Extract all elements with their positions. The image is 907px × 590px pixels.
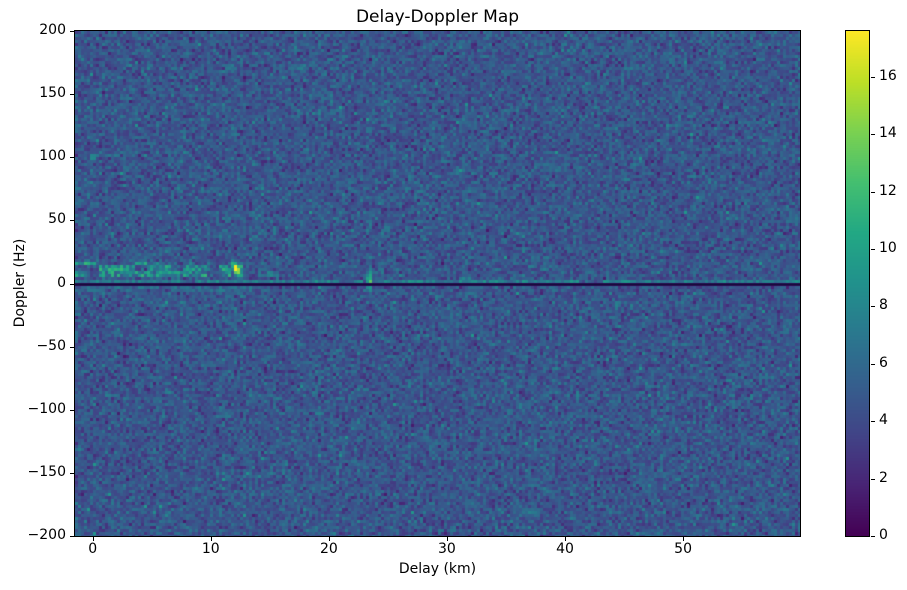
colorbar-tick-mark — [871, 134, 875, 136]
colorbar-tick-label: 12 — [879, 182, 897, 199]
colorbar-tick-label: 14 — [879, 125, 897, 142]
y-tick-mark — [70, 157, 74, 159]
colorbar-tick-mark — [871, 421, 875, 423]
colorbar-tick-mark — [871, 249, 875, 251]
x-tick-label: 40 — [556, 541, 574, 557]
x-axis-label: Delay (km) — [398, 561, 477, 577]
colorbar — [845, 30, 870, 537]
y-tick-mark — [70, 409, 74, 411]
y-tick-label: 100 — [39, 148, 66, 165]
colorbar-tick-mark — [871, 306, 875, 308]
colorbar-canvas — [846, 31, 869, 536]
colorbar-tick-label: 4 — [879, 412, 888, 429]
y-tick-label: −150 — [27, 463, 66, 480]
colorbar-tick-mark — [871, 536, 875, 537]
colorbar-tick-label: 10 — [879, 240, 897, 257]
y-tick-mark — [70, 536, 74, 537]
colorbar-tick-mark — [871, 363, 875, 365]
y-tick-label: 200 — [39, 22, 66, 38]
x-tick-label: 30 — [438, 541, 456, 557]
x-tick-mark — [92, 537, 94, 541]
colorbar-tick-label: 6 — [879, 354, 888, 371]
y-tick-mark — [70, 31, 74, 32]
x-tick-label: 10 — [201, 541, 220, 557]
y-tick-label: 150 — [39, 85, 66, 102]
heatmap-canvas — [75, 31, 800, 536]
y-tick-label: 0 — [57, 274, 66, 291]
y-tick-mark — [70, 94, 74, 96]
y-tick-label: −200 — [27, 527, 66, 543]
x-tick-label: 20 — [319, 541, 338, 557]
y-tick-label: −50 — [36, 337, 66, 354]
colorbar-tick-mark — [871, 191, 875, 193]
colorbar-tick-mark — [871, 478, 875, 480]
y-tick-mark — [70, 472, 74, 474]
x-tick-mark — [210, 537, 212, 541]
colorbar-tick-label: 8 — [879, 297, 888, 314]
x-tick-label: 50 — [674, 541, 692, 557]
x-tick-mark — [446, 537, 448, 541]
x-tick-label: 0 — [88, 541, 98, 557]
y-tick-label: 50 — [48, 211, 66, 228]
x-tick-mark — [328, 537, 330, 541]
y-tick-label: −100 — [27, 400, 66, 417]
colorbar-tick-label: 2 — [879, 469, 888, 486]
x-tick-mark — [565, 537, 567, 541]
y-tick-mark — [70, 346, 74, 348]
colorbar-tick-mark — [871, 76, 875, 78]
y-tick-mark — [70, 283, 74, 285]
chart-title: Delay-Doppler Map — [355, 7, 520, 27]
y-tick-mark — [70, 220, 74, 222]
plot-area — [74, 30, 801, 537]
colorbar-tick-label: 0 — [879, 527, 888, 543]
colorbar-tick-label: 16 — [879, 67, 897, 84]
x-tick-mark — [683, 537, 685, 541]
